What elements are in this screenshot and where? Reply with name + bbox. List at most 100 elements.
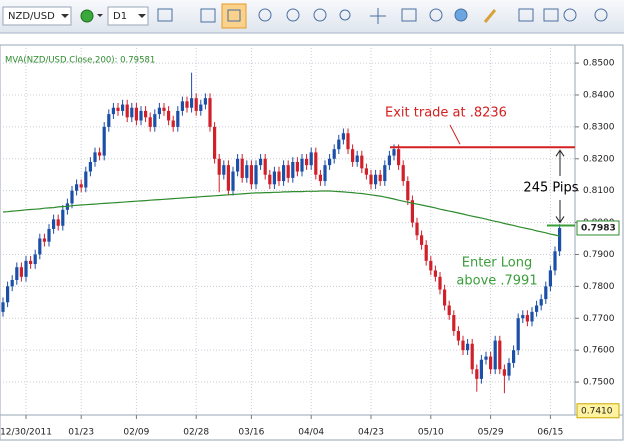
zoom-in-icon[interactable] [258, 8, 272, 22]
active-tool[interactable] [221, 3, 247, 29]
candle-body [61, 209, 65, 226]
candle-body [374, 174, 378, 185]
candle-body [254, 165, 258, 185]
candle-body [295, 161, 299, 172]
candle-body [553, 251, 557, 271]
candle-body [24, 260, 28, 277]
candle-body [19, 267, 23, 277]
candle-body [305, 158, 309, 166]
chart-type-icon[interactable] [157, 8, 173, 22]
candle-body [240, 158, 244, 178]
candle-body [217, 158, 221, 175]
candle-body [360, 155, 364, 169]
candle-body [272, 171, 276, 185]
y-tick-label: 0.7900 [583, 250, 615, 260]
status-icon[interactable] [80, 9, 94, 23]
candle-body [502, 369, 506, 376]
settings-icon[interactable] [429, 8, 443, 22]
candle-body [355, 155, 359, 162]
zoom-out-icon[interactable] [286, 8, 300, 22]
candle-body [282, 165, 286, 182]
candle-body [190, 98, 194, 108]
candle-body [134, 107, 138, 121]
x-tick-label: 01/23 [68, 428, 94, 438]
candle-body [387, 155, 391, 166]
chart-icon[interactable] [518, 8, 534, 22]
candle-body [259, 158, 263, 166]
template-icon[interactable] [200, 8, 216, 23]
candle-body [410, 200, 414, 223]
candle-body [489, 356, 493, 370]
candle-body [318, 174, 322, 182]
candle-body [433, 270, 437, 277]
candle-body [157, 107, 161, 115]
candle-body [167, 110, 171, 121]
candle-body [93, 152, 97, 162]
y-tick-label: 0.8500 [583, 59, 615, 69]
candle-body [341, 133, 345, 140]
search-icon[interactable] [339, 9, 351, 21]
note-icon[interactable] [401, 8, 417, 22]
dropdown-arrow [97, 14, 103, 17]
candle-body [438, 276, 442, 290]
candle-body [185, 101, 189, 108]
candle-body [507, 362, 511, 376]
candle-body [38, 238, 42, 255]
candle-body [401, 165, 405, 182]
candle-body [236, 158, 240, 172]
x-tick-label: 06/15 [537, 428, 563, 438]
chart-frame [0, 44, 624, 441]
candle-body [493, 340, 497, 370]
candle-body [466, 343, 470, 351]
candle-body [70, 190, 74, 204]
candle-body [52, 219, 56, 229]
x-tick-label: 12/30/2011 [0, 428, 52, 438]
dropdown-arrow [61, 14, 69, 18]
symbol: NZD/USD [8, 11, 55, 22]
candle-body [79, 184, 83, 188]
grid-icon[interactable] [227, 9, 241, 22]
alarm-icon[interactable] [563, 8, 577, 22]
candle-body [15, 267, 19, 280]
candle-body [226, 165, 230, 191]
candle-body [392, 149, 396, 156]
timeframe: D1 [113, 11, 127, 22]
candle-body [88, 161, 92, 172]
candle-body [29, 260, 33, 265]
min-price-box [576, 403, 620, 419]
crosshair-icon[interactable] [370, 8, 386, 24]
entry-label: Enter Long [462, 256, 532, 271]
candle-body [530, 311, 534, 322]
globe-icon[interactable] [454, 8, 468, 22]
dropdown-arrow [138, 14, 146, 18]
y-tick-label: 0.8200 [583, 154, 615, 164]
candle-body [245, 165, 249, 178]
candle-body [180, 101, 184, 111]
candle-body [314, 152, 318, 175]
candle-body [263, 158, 267, 175]
x-tick-label: 05/10 [418, 428, 444, 438]
candle-body [415, 222, 419, 236]
y-tick-label: 0.7600 [583, 346, 615, 356]
candle-body [424, 244, 428, 261]
symbol-select[interactable] [2, 6, 72, 26]
current-price: 0.7983 [581, 223, 616, 233]
pips-label: 245 Pips [523, 181, 578, 196]
refresh-icon[interactable] [313, 8, 327, 22]
candle-body [130, 107, 134, 118]
moving-average [2, 190, 560, 237]
layout-icon[interactable] [543, 8, 559, 22]
grid: 0.75000.76000.77000.78000.79000.80000.81… [0, 45, 615, 438]
current-price-box [576, 220, 620, 236]
entry-label: above .7991 [456, 274, 537, 289]
candle-body [102, 126, 106, 156]
help-icon[interactable] [594, 8, 608, 22]
ruler-icon[interactable] [483, 9, 497, 23]
timeframe-select[interactable] [107, 6, 149, 26]
candle-body [443, 289, 447, 306]
toolbar-icons [157, 3, 608, 29]
candle-body [447, 305, 451, 316]
plot [1, 72, 562, 394]
candle-body [286, 165, 290, 178]
candle-body [456, 331, 460, 341]
